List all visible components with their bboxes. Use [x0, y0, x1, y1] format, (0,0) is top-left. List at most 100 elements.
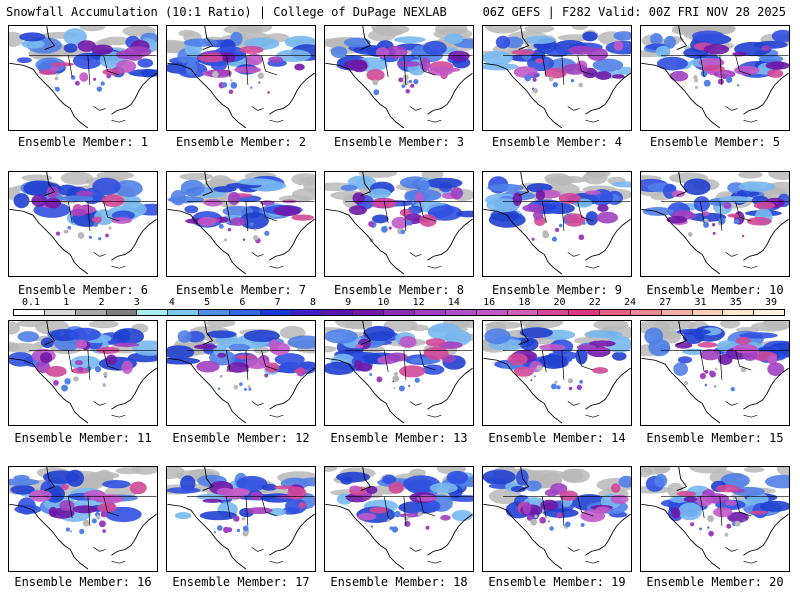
color-scale-tick-label: 4: [168, 297, 175, 308]
color-scale-swatch: [600, 310, 631, 315]
snowfall-map: [641, 321, 789, 425]
ensemble-member-label: Ensemble Member: 9: [491, 283, 623, 297]
snowfall-map: [325, 321, 473, 425]
color-scale-tick-label: 24: [624, 297, 637, 308]
color-scale-swatch: [384, 310, 415, 315]
color-scale-swatch: [168, 310, 200, 315]
ensemble-member-label: Ensemble Member: 1: [17, 135, 149, 149]
snowfall-map: [325, 467, 473, 571]
color-scale-swatch: [229, 310, 261, 315]
ensemble-member-label: Ensemble Member: 19: [488, 575, 626, 589]
snowfall-map-panel: [8, 320, 158, 426]
snowfall-map-panel: [640, 320, 790, 426]
color-scale-tick-label: 8: [309, 297, 316, 308]
ensemble-member-label: Ensemble Member: 6: [17, 283, 149, 297]
snowfall-map-panel: [8, 171, 158, 277]
snowfall-map: [9, 172, 157, 276]
color-scale-tick-label: 16: [483, 297, 496, 308]
snowfall-map-panel: [482, 320, 632, 426]
ensemble-member-label: Ensemble Member: 17: [172, 575, 310, 589]
color-scale-swatch: [692, 310, 724, 315]
ensemble-member-label: Ensemble Member: 13: [330, 431, 468, 445]
map-title: Snowfall Accumulation (10:1 Ratio) | Col…: [6, 5, 447, 19]
ensemble-member-label: Ensemble Member: 3: [333, 135, 465, 149]
ensemble-member-label: Ensemble Member: 8: [333, 283, 465, 297]
color-scale-swatch: [538, 310, 570, 315]
snowfall-map-panel: [324, 25, 474, 131]
snowfall-map: [167, 172, 315, 276]
snowfall-map: [167, 26, 315, 130]
color-scale-swatch: [14, 310, 45, 315]
snowfall-map: [483, 467, 631, 571]
color-scale-tick-label: 1: [63, 297, 70, 308]
color-scale-tick-label: 0.1: [21, 297, 41, 308]
ensemble-member-label: Ensemble Member: 5: [649, 135, 781, 149]
color-scale-tick-label: 7: [274, 297, 281, 308]
snowfall-map-panel: [482, 171, 632, 277]
snowfall-map-panel: [640, 171, 790, 277]
color-scale-swatch: [414, 310, 446, 315]
snowfall-map-panel: [8, 25, 158, 131]
color-scale-swatch: [661, 310, 693, 315]
snowfall-map: [9, 26, 157, 130]
snowfall-map-panel: [166, 171, 316, 277]
ensemble-member-label: Ensemble Member: 20: [646, 575, 784, 589]
snowfall-map-panel: [482, 25, 632, 131]
snowfall-map: [483, 172, 631, 276]
snowfall-map-panel: [8, 466, 158, 572]
snowfall-map: [483, 321, 631, 425]
color-scale-swatch: [723, 310, 755, 315]
color-scale-tick-label: 18: [518, 297, 531, 308]
color-scale-tick-label: 10: [377, 297, 390, 308]
ensemble-member-label: Ensemble Member: 11: [14, 431, 152, 445]
color-scale-tick-label: 22: [588, 297, 601, 308]
ensemble-member-label: Ensemble Member: 7: [175, 283, 307, 297]
color-scale-tick-label: 9: [345, 297, 352, 308]
color-scale-tick-label: 27: [659, 297, 672, 308]
snowfall-map-panel: [324, 466, 474, 572]
snowfall-map-panel: [640, 466, 790, 572]
snowfall-map: [167, 467, 315, 571]
ensemble-member-label: Ensemble Member: 4: [491, 135, 623, 149]
color-scale-swatch: [754, 310, 785, 315]
ensemble-member-label: Ensemble Member: 14: [488, 431, 626, 445]
ensemble-member-label: Ensemble Member: 15: [646, 431, 784, 445]
color-scale-tick-label: 35: [729, 297, 742, 308]
color-scale-tick-label: 3: [133, 297, 140, 308]
run-valid-time: 06Z GEFS | F282 Valid: 00Z FRI NOV 28 20…: [482, 5, 786, 19]
color-scale-swatch: [630, 310, 662, 315]
color-scale-tick-label: 5: [204, 297, 211, 308]
color-scale-swatch: [569, 310, 601, 315]
color-scale-swatch: [75, 310, 107, 315]
snowfall-map-panel: [166, 466, 316, 572]
color-scale-swatch: [44, 310, 76, 315]
snowfall-map-panel: [482, 466, 632, 572]
color-scale-tick-label: 39: [764, 297, 778, 308]
snowfall-map-panel: [166, 25, 316, 131]
snowfall-map: [641, 26, 789, 130]
color-scale-tick-label: 2: [98, 297, 105, 308]
snowfall-map: [641, 467, 789, 571]
ensemble-member-label: Ensemble Member: 10: [646, 283, 784, 297]
color-scale-swatch: [260, 310, 292, 315]
color-scale-tick-label: 31: [694, 297, 707, 308]
ensemble-member-label: Ensemble Member: 2: [175, 135, 307, 149]
snowfall-map-panel: [166, 320, 316, 426]
snowfall-map: [325, 26, 473, 130]
color-scale-swatch: [353, 310, 385, 315]
color-scale-tick-label: 20: [553, 297, 566, 308]
snowfall-map: [9, 321, 157, 425]
color-scale-tick-label: 12: [412, 297, 425, 308]
ensemble-member-label: Ensemble Member: 16: [14, 575, 152, 589]
color-scale-bar: [13, 309, 785, 316]
ensemble-member-label: Ensemble Member: 18: [330, 575, 468, 589]
color-scale-swatch: [199, 310, 230, 315]
snowfall-map: [9, 467, 157, 571]
color-scale-tick-label: 6: [239, 297, 246, 308]
ensemble-member-label: Ensemble Member: 12: [172, 431, 310, 445]
snowfall-map: [641, 172, 789, 276]
snowfall-map-panel: [640, 25, 790, 131]
color-scale-swatch: [476, 310, 508, 315]
color-scale-swatch: [322, 310, 354, 315]
color-scale-swatch: [106, 310, 138, 315]
